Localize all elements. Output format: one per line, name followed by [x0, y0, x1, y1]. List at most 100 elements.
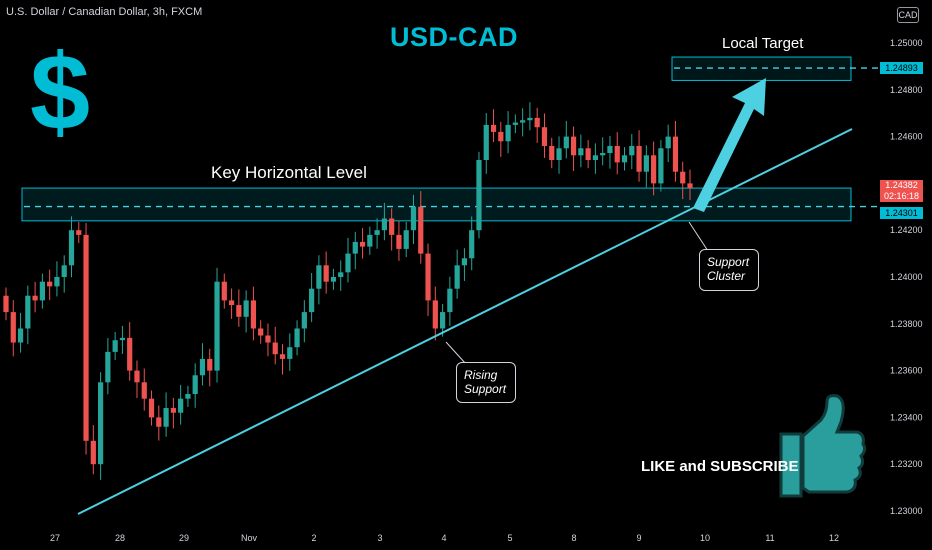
candle-body	[83, 234, 89, 441]
y-tick-label: 1.23000	[890, 506, 923, 516]
candle-body	[607, 145, 613, 153]
candle-body	[549, 145, 555, 160]
candle-body	[148, 398, 155, 418]
candle-body	[352, 241, 358, 254]
candle-body	[309, 288, 315, 313]
candle-body	[294, 328, 300, 348]
candle-body	[541, 127, 548, 146]
x-tick-label: 3	[377, 533, 382, 543]
candle-body	[178, 398, 184, 413]
x-tick-label: 27	[50, 533, 60, 543]
x-tick-label: 28	[115, 533, 125, 543]
candle-body	[498, 131, 504, 142]
candle-body	[680, 171, 686, 184]
rising-support-line2: Support	[464, 382, 507, 396]
candle-body	[469, 230, 475, 259]
candle-body	[156, 417, 162, 427]
candle-body	[410, 206, 417, 231]
x-tick-label: 29	[179, 533, 189, 543]
candle-body	[570, 136, 577, 156]
y-tick-label: 1.23800	[890, 319, 923, 329]
target-zone	[671, 56, 852, 81]
candle-body	[61, 265, 67, 277]
x-tick-label: Nov	[241, 533, 258, 543]
candle-body	[112, 340, 118, 352]
candle-body	[243, 300, 249, 317]
candle-body	[461, 258, 468, 266]
candle-body	[512, 122, 518, 125]
candle-body	[396, 234, 402, 249]
candle-body	[345, 253, 351, 273]
candle-body	[228, 300, 235, 306]
thumbs-up-icon	[779, 394, 867, 498]
candle-body	[258, 328, 264, 336]
x-tick-label: 4	[441, 533, 446, 543]
candle-body	[490, 124, 497, 132]
candle-body	[119, 337, 126, 341]
candle-body	[25, 295, 31, 329]
thumb-cuff	[779, 432, 803, 498]
x-tick-label: 12	[829, 533, 839, 543]
candle-body	[236, 305, 242, 317]
symbol-header: U.S. Dollar / Canadian Dollar, 3h, FXCM	[6, 6, 203, 18]
y-tick-label: 1.24600	[890, 132, 923, 142]
candle-body	[483, 124, 489, 160]
candle-body	[265, 335, 271, 343]
candle-body	[207, 358, 213, 371]
candle-body	[10, 312, 16, 343]
candle-body	[636, 145, 642, 172]
currency-badge[interactable]: CAD	[897, 7, 919, 23]
rising-support-line1: Rising	[464, 368, 498, 382]
candle-body	[338, 272, 344, 277]
candle-body	[563, 136, 569, 149]
candle-body	[585, 148, 591, 160]
candle-body	[330, 277, 337, 282]
candle-body	[621, 155, 628, 163]
current-price-tag: 1.24382 02:16:18	[880, 180, 923, 202]
candle-body	[651, 155, 657, 184]
x-tick-label: 8	[571, 533, 576, 543]
candle-body	[279, 354, 286, 359]
candle-body	[600, 152, 606, 156]
current-price: 1.24382	[885, 180, 918, 190]
candle-body	[323, 265, 329, 282]
support-price-tag: 1.24301	[880, 207, 923, 219]
candle-body	[250, 300, 257, 329]
candle-body	[614, 145, 620, 163]
candle-body	[658, 148, 664, 184]
candle-body	[454, 265, 460, 289]
y-tick-label: 1.23600	[890, 366, 923, 376]
local-target-label: Local Target	[722, 35, 804, 52]
candle-body	[47, 281, 53, 287]
candle-body	[527, 117, 533, 121]
candle-body	[425, 253, 431, 301]
target-arrow-icon	[693, 78, 766, 212]
like-subscribe-label: LIKE and SUBSCRIBE	[641, 458, 799, 475]
candle-body	[90, 440, 96, 465]
thumb-hand	[801, 394, 867, 494]
x-tick-label: 10	[700, 533, 710, 543]
y-tick-label: 1.24200	[890, 225, 923, 235]
candle-body	[163, 408, 169, 427]
candle-body	[54, 277, 60, 287]
candle-body	[134, 370, 140, 383]
candle-body	[534, 117, 540, 128]
y-tick-label: 1.23400	[890, 412, 923, 422]
candle-body	[185, 394, 191, 399]
candle-body	[520, 120, 526, 123]
chart-title: USD-CAD	[390, 22, 518, 52]
candle-body	[447, 288, 453, 313]
x-tick-label: 5	[507, 533, 512, 543]
candle-body	[76, 230, 82, 235]
candle-body	[439, 312, 446, 329]
y-tick-label: 1.23200	[890, 459, 923, 469]
support-cluster-pointer	[688, 221, 709, 252]
candle-body	[199, 358, 206, 376]
y-tick-label: 1.25000	[890, 38, 923, 48]
rising-support-pointer	[445, 341, 467, 365]
candle-body	[578, 148, 584, 156]
key-level-label: Key Horizontal Level	[211, 163, 367, 182]
candle-body	[316, 265, 322, 289]
candle-body	[643, 155, 649, 172]
